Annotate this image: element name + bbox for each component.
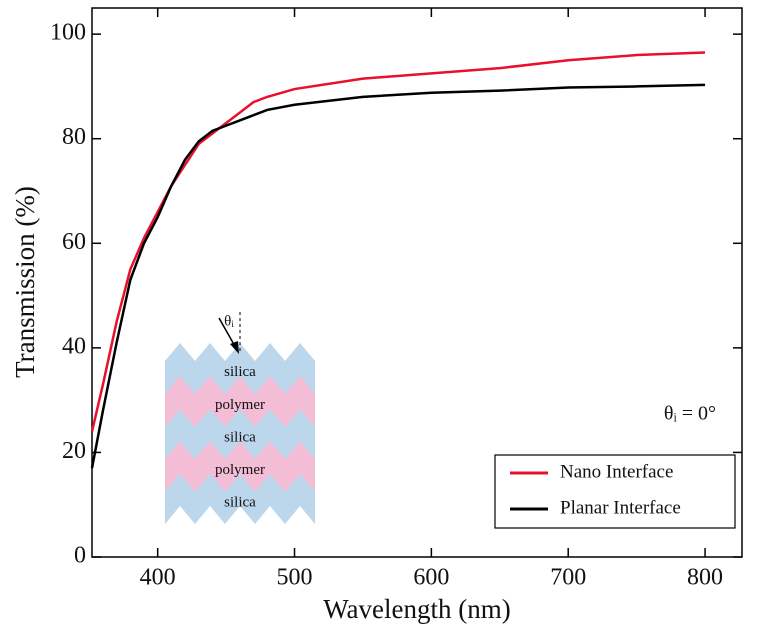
legend-label: Nano Interface (560, 461, 673, 482)
layer-label: silica (224, 429, 256, 445)
polymer-layer (165, 376, 315, 427)
data-line (90, 83, 706, 469)
polymer-layer (165, 441, 315, 492)
layer-label: polymer (215, 462, 265, 478)
x-tick-label: 500 (277, 565, 313, 591)
legend (494, 454, 736, 529)
x-tick-label: 700 (550, 565, 586, 591)
y-tick-label: 0 (74, 543, 86, 569)
x-tick-label: 600 (413, 565, 449, 591)
annotation: θᵢ = 0° (664, 403, 716, 425)
inset: silica polymer silica polymer silica θᵢ (165, 312, 315, 524)
plot-frame (91, 7, 743, 558)
y-axis-label: Transmission (%) (10, 186, 40, 378)
layer-label: polymer (215, 397, 265, 413)
y-tick-label: 80 (62, 124, 86, 150)
x-axis-label: Wavelength (nm) (323, 594, 511, 624)
y-tick-label: 100 (50, 20, 86, 46)
y-tick-label: 20 (62, 438, 86, 464)
arrow-head (230, 341, 239, 354)
layer-label: silica (224, 494, 256, 510)
y-tick-label: 60 (62, 229, 86, 255)
data-line (90, 51, 706, 432)
y-tick-label: 40 (62, 333, 86, 359)
legend-label: Planar Interface (560, 497, 681, 518)
x-tick-label: 400 (140, 565, 176, 591)
layer-label: silica (224, 364, 256, 380)
angle-label: θᵢ (224, 313, 234, 329)
x-tick-label: 800 (687, 565, 723, 591)
